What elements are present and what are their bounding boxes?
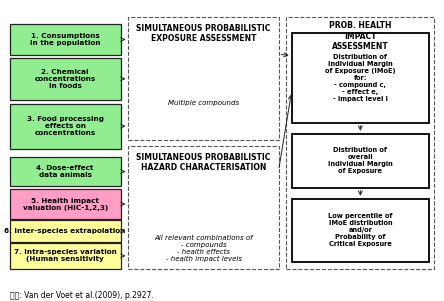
Text: Multiple compounds: Multiple compounds [168,101,239,107]
Text: 7. Intra-species variation
(Human sensitivity: 7. Intra-species variation (Human sensit… [14,249,117,262]
Text: SIMULTANEOUS PROBABILISTIC
HAZARD CHARACTERISATION: SIMULTANEOUS PROBABILISTIC HAZARD CHARAC… [136,153,271,172]
Text: All relevant combinations of
- compounds
- health effects
- health impact levels: All relevant combinations of - compounds… [154,235,253,262]
Bar [10,104,121,148]
Text: 4. Dose-effect
data animals: 4. Dose-effect data animals [36,165,94,178]
Text: PROB. HEALTH
IMPACT
ASSESSMENT: PROB. HEALTH IMPACT ASSESSMENT [329,21,392,51]
Bar [10,157,121,186]
Text: SIMULTANEOUS PROBABILISTIC
EXPOSURE ASSESSMENT: SIMULTANEOUS PROBABILISTIC EXPOSURE ASSE… [136,24,271,43]
Text: 5. Health impact
valuation (HIC-1,2,3): 5. Health impact valuation (HIC-1,2,3) [23,197,108,211]
Bar [128,17,278,140]
Text: 3. Food processing
effects on
concentrations: 3. Food processing effects on concentrat… [27,116,103,136]
Text: 1. Consumptions
in the population: 1. Consumptions in the population [30,33,100,46]
Text: 자료: Van der Voet et al.(2009), p.2927.: 자료: Van der Voet et al.(2009), p.2927. [10,291,154,300]
Text: 2. Chemical
concentrations
in foods: 2. Chemical concentrations in foods [35,69,96,89]
Text: Distribution of
Individual Margin
of Exposure (IMoE)
for:
- compound c,
- effect: Distribution of Individual Margin of Exp… [325,54,396,102]
Bar [10,58,121,100]
Bar [10,220,121,242]
Bar [10,243,121,269]
Text: Distribution of
overall
Individual Margin
of Exposure: Distribution of overall Individual Margi… [328,147,393,174]
Text: 6. Inter-species extrapolation: 6. Inter-species extrapolation [4,228,126,234]
Bar [10,24,121,55]
Bar [10,189,121,219]
Text: Low percentile of
IMoE distribution
and/or
Probability of
Critical Exposure: Low percentile of IMoE distribution and/… [328,213,392,247]
Bar [292,134,429,188]
Bar [292,199,429,262]
Bar [286,17,434,269]
Bar [128,146,278,269]
Bar [292,33,429,123]
